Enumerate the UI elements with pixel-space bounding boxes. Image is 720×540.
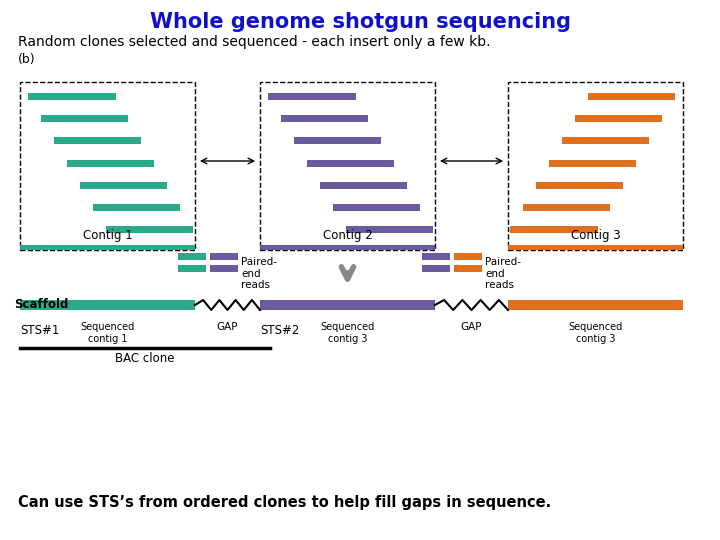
Text: BAC clone: BAC clone xyxy=(115,352,175,365)
Bar xyxy=(54,137,141,144)
Bar xyxy=(260,300,435,310)
Bar xyxy=(268,93,356,100)
Bar xyxy=(210,265,238,272)
Bar xyxy=(508,82,683,250)
Text: Sequenced
contig 3: Sequenced contig 3 xyxy=(320,322,374,343)
Bar xyxy=(333,204,420,211)
Bar xyxy=(421,265,449,272)
Bar xyxy=(508,300,683,310)
Bar xyxy=(28,93,115,100)
Text: Whole genome shotgun sequencing: Whole genome shotgun sequencing xyxy=(150,12,570,32)
Bar xyxy=(67,159,154,166)
Text: Scaffold: Scaffold xyxy=(14,299,68,312)
Bar xyxy=(260,82,435,250)
Bar xyxy=(346,226,433,233)
Text: Sequenced
contig 3: Sequenced contig 3 xyxy=(568,322,623,343)
Bar xyxy=(508,245,683,250)
Text: Contig 1: Contig 1 xyxy=(83,230,132,242)
Bar xyxy=(510,226,598,233)
Bar xyxy=(178,265,205,272)
Text: Can use STS’s from ordered clones to help fill gaps in sequence.: Can use STS’s from ordered clones to hel… xyxy=(18,495,552,510)
Bar xyxy=(260,245,435,250)
Text: Paired-
end
reads: Paired- end reads xyxy=(241,257,277,290)
Bar xyxy=(281,115,369,122)
Bar xyxy=(549,159,636,166)
Bar xyxy=(93,204,180,211)
Bar xyxy=(307,159,395,166)
Text: STS#1: STS#1 xyxy=(20,324,59,337)
Bar xyxy=(178,253,205,260)
Bar xyxy=(523,204,611,211)
Bar xyxy=(575,115,662,122)
Bar xyxy=(536,181,624,188)
Bar xyxy=(20,245,195,250)
Bar xyxy=(588,93,675,100)
Bar xyxy=(20,300,195,310)
Text: GAP: GAP xyxy=(461,322,482,332)
Bar xyxy=(210,253,238,260)
Text: Sequenced
contig 1: Sequenced contig 1 xyxy=(81,322,135,343)
Bar xyxy=(294,137,382,144)
Text: Paired-
end
reads: Paired- end reads xyxy=(485,257,521,290)
Bar xyxy=(106,226,193,233)
Bar xyxy=(454,253,482,260)
Text: Random clones selected and sequenced - each insert only a few kb.: Random clones selected and sequenced - e… xyxy=(18,35,490,49)
Text: GAP: GAP xyxy=(217,322,238,332)
Text: Contig 2: Contig 2 xyxy=(323,230,372,242)
Bar xyxy=(454,265,482,272)
Bar xyxy=(41,115,128,122)
Text: Contig 3: Contig 3 xyxy=(571,230,621,242)
Text: STS#2: STS#2 xyxy=(260,324,300,337)
Bar xyxy=(421,253,449,260)
Bar xyxy=(562,137,649,144)
Bar xyxy=(80,181,167,188)
Text: (b): (b) xyxy=(18,53,35,66)
Bar xyxy=(320,181,408,188)
Bar xyxy=(20,82,195,250)
